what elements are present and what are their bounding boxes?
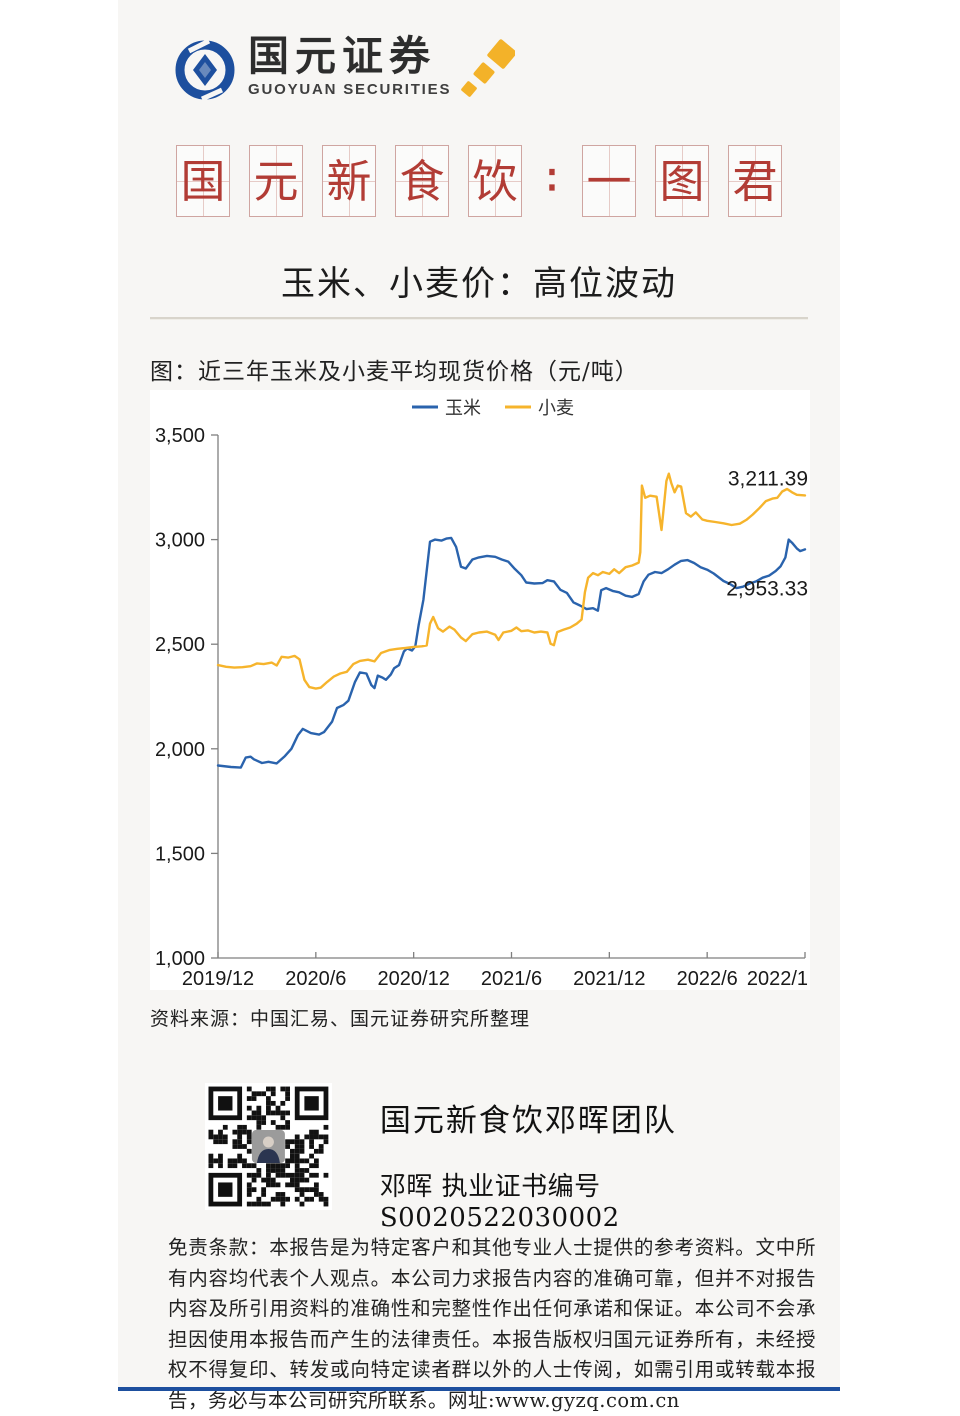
- gold-arrows-icon: [461, 39, 516, 97]
- chart-legend: 玉米 小麦: [412, 398, 574, 419]
- banner-char-box: 饮: [468, 145, 522, 217]
- y-tick-label: 2,000: [155, 739, 205, 761]
- banner-char-box: 新: [322, 145, 376, 217]
- x-tick-label: 2021/12: [573, 968, 645, 990]
- brand-name-cn: 国元证券: [248, 33, 436, 79]
- brand-header: 国元证券 GUOYUAN SECURITIES: [175, 33, 516, 105]
- y-tick-label: 3,500: [155, 425, 205, 447]
- banner-char: 一: [586, 154, 632, 208]
- brand-text: 国元证券 GUOYUAN SECURITIES: [248, 33, 451, 98]
- report-headline: 玉米、小麦价：高位波动: [281, 264, 677, 304]
- analyst-credential: 邓晖 执业证书编号S0020522030002: [379, 1172, 620, 1233]
- legend-label-wheat: 小麦: [538, 398, 574, 419]
- team-name: 国元新食饮邓晖团队: [379, 1103, 677, 1139]
- banner-char: 饮: [472, 154, 518, 208]
- banner-char: 元: [253, 154, 299, 208]
- banner-char-box: 食: [395, 145, 449, 217]
- chart-area: 1,000 1,500 2,000 2,500 3,000 3,500 2019/12 202…: [150, 390, 810, 990]
- y-tick-label: 2,500: [155, 634, 205, 656]
- banner-char-box: 元: [249, 145, 303, 217]
- banner-colon: ∶: [546, 157, 558, 204]
- wheat-price-line: [216, 472, 807, 690]
- report-page: 国元证券 GUOYUAN SECURITIES 国 元 新 食 饮 ∶ 一 图 …: [118, 0, 840, 1412]
- x-tick-label: 2021/6: [481, 968, 542, 990]
- qr-code: [205, 1083, 332, 1210]
- y-tick-label: 1,500: [155, 843, 205, 865]
- banner-char: 食: [399, 154, 445, 208]
- x-tick-label: 2020/12: [378, 968, 450, 990]
- wheat-end-value-label: 3,211.39: [728, 467, 808, 490]
- x-tick-label: 2020/6: [285, 968, 346, 990]
- team-text: 国元新食饮邓晖团队 邓晖 执业证书编号S0020522030002: [380, 1083, 840, 1233]
- banner-char-box: 国: [176, 145, 230, 217]
- y-tick-label: 3,000: [155, 530, 205, 552]
- banner-char-box: 一: [582, 145, 636, 217]
- banner-char: 图: [659, 154, 705, 208]
- chart-title: 图：近三年玉米及小麦平均现货价格（元/吨）: [150, 359, 639, 385]
- series-banner: 国 元 新 食 饮 ∶ 一 图 君: [176, 145, 801, 217]
- x-tick-label: 2022/1: [747, 968, 808, 990]
- corn-price-line: [216, 536, 807, 769]
- corn-end-value-label: 2,953.33: [726, 577, 808, 600]
- headline-divider: [150, 317, 808, 320]
- guoyuan-logo-icon: [175, 38, 235, 102]
- price-line-chart: 1,000 1,500 2,000 2,500 3,000 3,500 2019/12 202…: [155, 398, 808, 990]
- brand-name-en: GUOYUAN SECURITIES: [248, 81, 452, 99]
- y-tick-label: 1,000: [155, 948, 205, 970]
- banner-char: 国: [180, 154, 226, 208]
- banner-char: 新: [326, 154, 372, 208]
- data-source: 资料来源：中国汇易、国元证券研究所整理: [150, 1008, 531, 1030]
- banner-char-box: 君: [728, 145, 782, 217]
- x-tick-label: 2019/12: [182, 968, 254, 990]
- legend-label-corn: 玉米: [445, 398, 481, 419]
- banner-char-box: 图: [655, 145, 709, 217]
- banner-char: 君: [732, 154, 778, 208]
- bottom-accent-bar: [118, 1387, 840, 1391]
- team-section: 国元新食饮邓晖团队 邓晖 执业证书编号S0020522030002: [205, 1083, 840, 1233]
- x-tick-label: 2022/6: [677, 968, 738, 990]
